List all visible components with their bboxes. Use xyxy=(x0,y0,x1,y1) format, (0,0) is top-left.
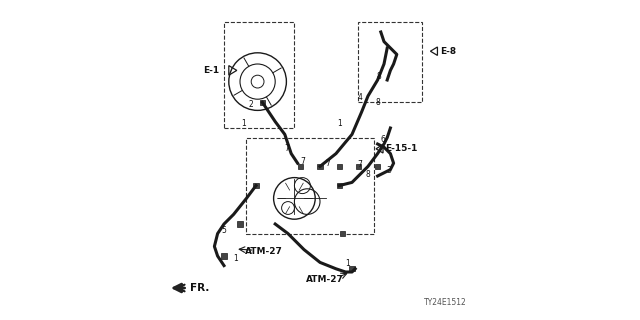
Bar xyxy=(246,138,374,234)
Bar xyxy=(221,253,227,259)
Text: 1: 1 xyxy=(337,119,342,128)
Text: 8: 8 xyxy=(377,72,381,81)
Bar xyxy=(298,164,303,169)
Text: 5: 5 xyxy=(221,226,227,235)
Bar xyxy=(260,100,265,105)
Text: 7: 7 xyxy=(300,157,305,166)
Text: ATM-27: ATM-27 xyxy=(245,247,283,256)
Text: 1: 1 xyxy=(345,260,349,268)
Bar xyxy=(253,183,259,188)
Bar xyxy=(337,183,342,188)
Bar xyxy=(349,266,355,271)
Bar xyxy=(356,164,361,169)
Text: FR.: FR. xyxy=(178,283,210,293)
Text: TY24E1512: TY24E1512 xyxy=(424,298,467,307)
Text: 1: 1 xyxy=(241,119,246,128)
Text: E-8: E-8 xyxy=(440,47,456,56)
Text: 2: 2 xyxy=(249,100,253,109)
Text: 1: 1 xyxy=(233,254,237,263)
Text: 7: 7 xyxy=(284,144,289,153)
Text: E-15-1: E-15-1 xyxy=(385,144,418,153)
Text: ATM-27: ATM-27 xyxy=(306,276,344,284)
Text: 8: 8 xyxy=(375,98,380,107)
Text: 3: 3 xyxy=(387,166,391,175)
Bar xyxy=(340,231,345,236)
Text: E-1: E-1 xyxy=(203,66,219,75)
Bar xyxy=(358,22,422,102)
Text: 7: 7 xyxy=(358,160,362,169)
Text: 7: 7 xyxy=(326,159,330,168)
Text: 6: 6 xyxy=(380,135,385,144)
Bar xyxy=(224,22,294,128)
Bar xyxy=(375,164,380,169)
Bar xyxy=(317,164,323,169)
Bar xyxy=(237,221,243,227)
Bar xyxy=(337,164,342,169)
Text: 4: 4 xyxy=(358,93,362,102)
Text: 8: 8 xyxy=(365,170,371,179)
